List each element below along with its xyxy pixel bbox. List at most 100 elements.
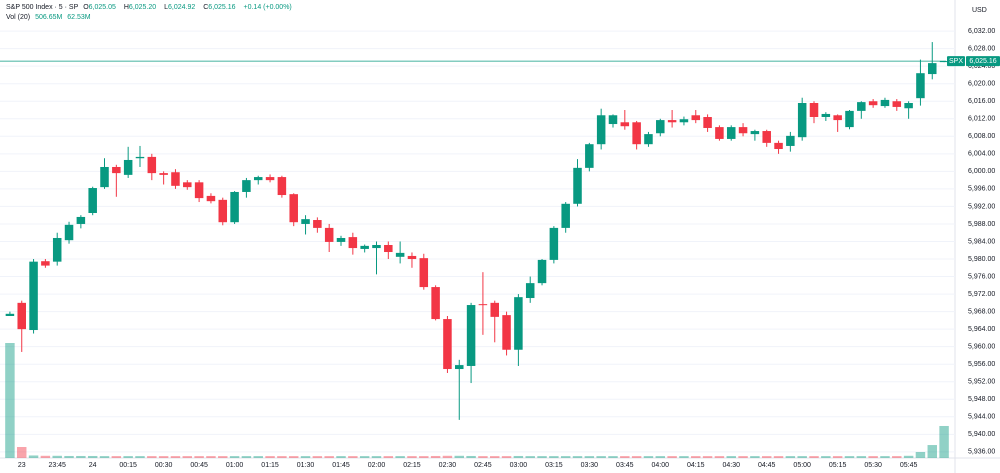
candle-body xyxy=(372,244,381,249)
volume-bar xyxy=(537,456,547,458)
change: +0.14 (+0.00%) xyxy=(243,4,292,11)
candle-body xyxy=(135,156,145,159)
x-tick-label: 01:30 xyxy=(297,462,315,469)
x-tick-label: 02:00 xyxy=(368,462,386,469)
volume-bar xyxy=(253,456,263,458)
x-tick-label: 24 xyxy=(89,462,97,469)
volume-bar xyxy=(821,456,831,458)
volume-bar xyxy=(300,456,311,458)
candle-body xyxy=(443,319,452,370)
candle-body xyxy=(194,182,204,199)
y-tick-label: 5,984.00 xyxy=(968,238,995,245)
y-tick-label: 6,020.00 xyxy=(968,81,995,88)
volume-bar xyxy=(87,455,98,458)
volume-bar xyxy=(679,456,689,458)
candle-body xyxy=(644,134,653,145)
candle-body xyxy=(348,237,358,249)
candle-body xyxy=(797,102,807,138)
candle-body xyxy=(656,120,665,134)
x-tick-label: 02:30 xyxy=(439,462,457,469)
volume-bar xyxy=(64,455,74,458)
volume-bar xyxy=(702,456,713,458)
volume-bar xyxy=(442,455,453,458)
candle-body xyxy=(857,102,866,111)
candle-body xyxy=(466,305,476,366)
volume-bar xyxy=(371,456,382,458)
candle-body xyxy=(715,127,724,139)
ohlc-key: O xyxy=(83,4,89,11)
y-tick-label: 6,032.00 xyxy=(968,28,995,35)
volume-bar xyxy=(147,456,157,458)
candle-body xyxy=(171,172,180,186)
candle-body xyxy=(159,173,168,175)
candle-body xyxy=(561,203,570,228)
candle-body xyxy=(407,255,417,260)
volume-bar xyxy=(135,456,145,458)
volume-bar xyxy=(40,455,51,458)
y-tick-label: 5,964.00 xyxy=(968,326,995,333)
volume-bar xyxy=(265,456,275,458)
volume-bar xyxy=(336,456,346,458)
candle-body xyxy=(786,135,795,146)
candle-body xyxy=(313,220,322,228)
volume-bar xyxy=(691,456,701,458)
candle-body xyxy=(845,110,854,128)
x-tick-label: 01:15 xyxy=(261,462,279,469)
candle-body xyxy=(833,115,842,121)
symbol-title: S&P 500 Index · 5 · SP xyxy=(6,4,79,11)
y-tick-label: 5,944.00 xyxy=(968,414,995,421)
volume-bar xyxy=(466,455,476,458)
y-tick-label: 5,996.00 xyxy=(968,186,995,193)
volume-bar xyxy=(5,343,15,458)
ohlc-key: H xyxy=(123,4,129,11)
volume-bar xyxy=(52,455,62,458)
ohlc-open: O6,025.05 xyxy=(83,4,119,11)
candle-body xyxy=(738,127,748,134)
volume-bar xyxy=(915,451,926,458)
volume-bar xyxy=(419,456,429,458)
candle-body xyxy=(324,227,334,242)
volume-bar xyxy=(738,456,748,458)
volume-bar xyxy=(430,455,441,458)
symbol-tag xyxy=(947,56,965,67)
y-tick-label: 5,936.00 xyxy=(968,449,995,456)
candle-body xyxy=(253,177,263,181)
volume-legend: Vol (20) 506.65M 62.53M xyxy=(6,14,94,21)
volume-bar xyxy=(844,456,855,458)
volume-bar xyxy=(348,456,358,458)
volume-bar xyxy=(714,456,725,458)
volume-bar xyxy=(620,456,630,458)
volume-bar xyxy=(643,456,654,458)
y-tick-label: 5,988.00 xyxy=(968,221,995,228)
candle-body xyxy=(478,304,488,306)
x-tick-label: 02:45 xyxy=(474,462,492,469)
volume-bar xyxy=(501,456,512,458)
x-tick-label: 03:00 xyxy=(510,462,528,469)
y-tick-label: 5,952.00 xyxy=(968,379,995,386)
volume-bar xyxy=(549,456,559,458)
y-tick-label: 6,016.00 xyxy=(968,98,995,105)
candle-body xyxy=(762,131,771,143)
candle-body xyxy=(774,142,783,150)
y-tick-label: 5,992.00 xyxy=(968,203,995,210)
volume-bar xyxy=(111,456,122,458)
y-tick-label: 6,028.00 xyxy=(968,45,995,52)
ohlc-close: C6,025.16 xyxy=(203,4,238,11)
volume-bar xyxy=(383,456,394,458)
candle-body xyxy=(726,127,736,139)
x-tick-label: 04:45 xyxy=(758,462,776,469)
volume-bar xyxy=(218,456,228,458)
volume-bar xyxy=(28,455,39,458)
x-tick-label: 01:45 xyxy=(332,462,350,469)
y-tick-label: 6,008.00 xyxy=(968,133,995,140)
candle-body xyxy=(5,313,15,316)
volume-bar xyxy=(868,456,878,458)
candle-body xyxy=(632,122,641,145)
candle-body xyxy=(301,219,310,224)
volume-bar xyxy=(288,456,299,458)
ohlc-value: 6,025.16 xyxy=(208,4,236,11)
volume-bar xyxy=(170,456,181,458)
volume-bar xyxy=(572,456,583,458)
candle-body xyxy=(218,199,228,223)
